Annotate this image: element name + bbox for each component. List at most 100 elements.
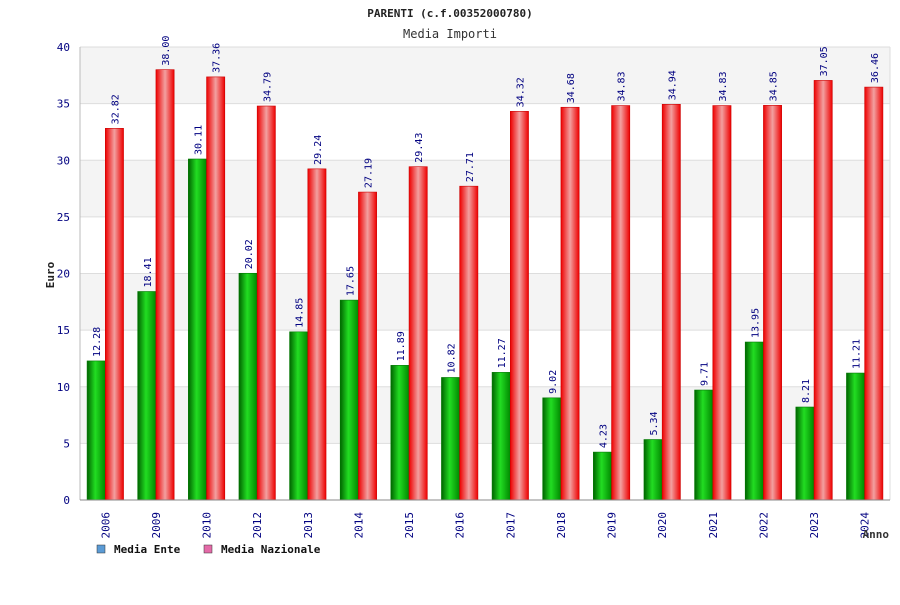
value-label: 27.19	[364, 158, 375, 188]
y-tick-label: 15	[57, 324, 70, 337]
x-tick-label: 2023	[808, 512, 821, 539]
value-label: 13.95	[750, 308, 761, 338]
value-label: 34.68	[566, 73, 577, 103]
bar-media-nazionale	[358, 191, 377, 501]
bar-media-nazionale	[206, 76, 226, 501]
bars	[86, 69, 884, 501]
bar-media-nazionale	[408, 166, 428, 501]
bar-media-ente	[339, 299, 359, 501]
bar-media-ente	[491, 372, 511, 501]
value-labels: 12.28 32.82 18.41 38.00 30.11 37.36 20.02 34.79…	[92, 36, 881, 449]
x-tick-label: 2010	[201, 512, 214, 539]
bar-media-ente	[86, 360, 106, 501]
bar-media-ente	[289, 331, 309, 501]
value-label: 29.24	[313, 135, 324, 165]
x-tick-label: 2013	[302, 512, 315, 539]
bar-media-nazionale	[813, 80, 833, 501]
value-label: 20.02	[244, 239, 255, 269]
bar-media-ente	[744, 341, 764, 501]
value-label: 12.28	[92, 327, 103, 357]
x-tick-label: 2016	[454, 512, 467, 539]
value-label: 10.82	[447, 343, 458, 373]
chart-subtitle: Media Importi	[403, 27, 497, 41]
bar-media-nazionale	[712, 105, 732, 501]
value-label: 36.46	[870, 53, 881, 83]
x-tick-label: 2009	[150, 512, 163, 539]
x-axis: 2006 2009 2010 2012 2013 2014 2015 2016 2017 2018…	[80, 499, 890, 539]
value-label: 11.21	[852, 339, 863, 369]
chart-title: PARENTI (c.f.00352000780)	[367, 7, 533, 20]
legend-swatch-media-ente	[96, 544, 106, 554]
x-tick-label: 2022	[757, 512, 770, 539]
y-tick-label: 20	[57, 268, 70, 281]
bar-media-ente	[694, 389, 714, 501]
legend: Media Ente Media Nazionale	[96, 543, 321, 556]
x-tick-label: 2006	[99, 512, 112, 539]
legend-label-media-nazionale: Media Nazionale	[221, 543, 321, 556]
y-tick-label: 0	[63, 494, 70, 507]
value-label: 38.00	[161, 36, 172, 66]
bar-media-nazionale	[256, 105, 276, 501]
x-axis-label: Anno	[863, 528, 890, 541]
value-label: 34.79	[262, 72, 273, 102]
x-tick-label: 2021	[707, 512, 720, 539]
value-label: 4.23	[598, 424, 609, 448]
value-label: 14.85	[295, 298, 306, 328]
value-label: 37.36	[212, 43, 223, 73]
value-label: 17.65	[345, 266, 356, 296]
bar-media-nazionale	[510, 111, 529, 501]
value-label: 27.71	[465, 152, 476, 182]
y-axis: 0 5 10 15 20 25 30 35 40	[57, 41, 81, 507]
bar-media-nazionale	[155, 69, 175, 501]
legend-label-media-ente: Media Ente	[114, 543, 181, 556]
bar-media-ente	[441, 377, 460, 501]
value-label: 29.43	[414, 133, 425, 163]
y-tick-label: 40	[57, 41, 70, 54]
value-label: 9.02	[548, 370, 559, 394]
bar-media-ente	[795, 406, 815, 501]
value-label: 34.85	[769, 71, 780, 101]
value-label: 34.83	[617, 71, 628, 101]
bar-media-ente	[542, 397, 562, 501]
bar-media-nazionale	[105, 128, 124, 501]
value-label: 30.11	[193, 125, 204, 155]
value-label: 34.32	[515, 77, 526, 107]
y-axis-label: Euro	[44, 261, 57, 288]
bar-media-ente	[238, 272, 258, 501]
x-tick-label: 2019	[606, 512, 619, 539]
value-label: 34.94	[667, 70, 678, 100]
legend-swatch-media-nazionale	[203, 544, 213, 554]
bar-media-nazionale	[763, 105, 782, 501]
bar-media-nazionale	[459, 185, 479, 501]
value-label: 8.21	[801, 379, 812, 403]
value-label: 11.89	[396, 331, 407, 361]
x-tick-label: 2015	[403, 512, 416, 539]
value-label: 37.05	[819, 46, 830, 76]
value-label: 34.83	[718, 71, 729, 101]
x-tick-label: 2012	[251, 512, 264, 539]
bar-media-ente	[188, 158, 207, 501]
bar-media-nazionale	[661, 104, 681, 501]
bar-media-ente	[846, 372, 865, 501]
value-label: 5.34	[649, 411, 660, 435]
bar-media-ente	[593, 451, 612, 501]
x-tick-label: 2020	[656, 512, 669, 539]
y-tick-label: 5	[63, 437, 70, 450]
bar-media-nazionale	[864, 86, 884, 501]
value-label: 32.82	[110, 94, 121, 124]
bar-media-ente	[390, 365, 410, 501]
x-tick-label: 2018	[555, 512, 568, 539]
y-tick-label: 35	[57, 98, 70, 111]
y-tick-label: 25	[57, 211, 70, 224]
x-tick-label: 2014	[352, 512, 365, 539]
y-tick-label: 30	[57, 154, 70, 167]
value-label: 11.27	[497, 338, 508, 368]
bar-media-nazionale	[611, 105, 631, 501]
bar-media-nazionale	[307, 168, 327, 501]
value-label: 9.71	[700, 362, 711, 386]
value-label: 18.41	[143, 257, 154, 287]
bar-media-ente	[643, 439, 663, 501]
y-tick-label: 10	[57, 381, 70, 394]
